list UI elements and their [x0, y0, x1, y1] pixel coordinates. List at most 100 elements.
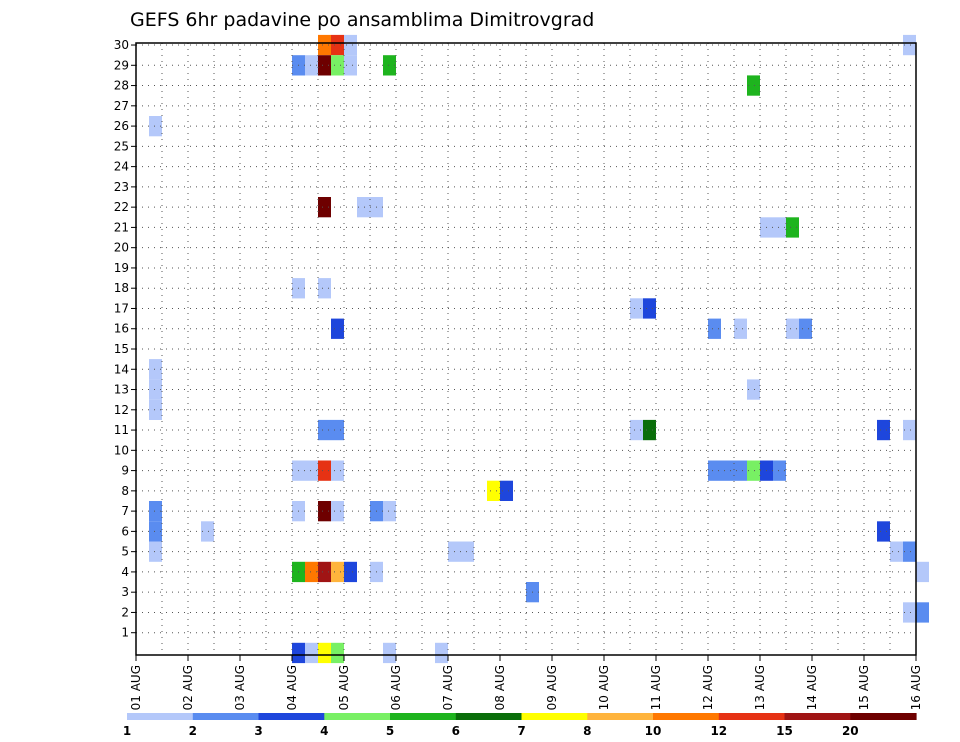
y-tick-label: 5 [121, 545, 129, 559]
cell-26 [799, 318, 812, 339]
cell-6 [331, 55, 344, 76]
y-tick-label: 2 [121, 605, 129, 619]
y-tick-label: 11 [114, 423, 129, 437]
cell-5 [318, 55, 331, 76]
legend-label: 20 [842, 724, 859, 738]
y-tick-label: 18 [114, 281, 129, 295]
cell-29 [149, 399, 162, 420]
legend-swatch [653, 713, 720, 720]
y-tick-label: 16 [114, 322, 129, 336]
cell-25 [786, 318, 799, 339]
x-tick-label: 05 AUG [337, 665, 351, 710]
cell-77 [383, 642, 396, 664]
cell-78 [435, 642, 448, 664]
y-tick-label: 29 [114, 58, 129, 72]
y-tick-label: 27 [114, 99, 129, 113]
legend-label: 2 [189, 724, 197, 738]
cell-65 [318, 561, 331, 583]
cell-40 [331, 460, 344, 481]
y-tick-label: 10 [114, 443, 129, 457]
cell-38 [305, 460, 318, 481]
y-tick-label: 25 [114, 139, 129, 153]
cell-57 [201, 521, 214, 542]
cell-48 [500, 480, 513, 501]
legend-label: 12 [710, 724, 727, 738]
y-tick-label: 8 [121, 484, 129, 498]
y-tick-label: 4 [121, 565, 129, 579]
cell-34 [643, 419, 656, 441]
cell-2 [344, 34, 357, 56]
y-tick-label: 20 [114, 241, 129, 255]
cell-20 [630, 298, 643, 319]
cell-47 [487, 480, 500, 501]
legend-label: 5 [386, 724, 394, 738]
cell-54 [331, 501, 344, 522]
cell-64 [305, 561, 318, 583]
x-tick-label: 13 AUG [753, 665, 767, 710]
x-tick-label: 01 AUG [129, 665, 143, 710]
cell-11 [149, 116, 162, 137]
cell-60 [461, 541, 474, 562]
cell-21 [643, 298, 656, 319]
y-tick-label: 24 [114, 160, 129, 174]
cell-42 [721, 460, 734, 481]
x-tick-label: 11 AUG [649, 665, 663, 710]
cell-43 [734, 460, 747, 481]
y-tick-label: 22 [114, 200, 129, 214]
cell-44 [747, 460, 760, 481]
cell-56 [383, 501, 396, 522]
y-tick-label: 30 [114, 38, 129, 52]
cell-51 [149, 541, 162, 562]
x-tick-label: 04 AUG [285, 665, 299, 710]
y-tick-label: 7 [121, 504, 129, 518]
cell-30 [747, 379, 760, 400]
cell-19 [318, 278, 331, 299]
legend-label: 4 [320, 724, 328, 738]
legend-label: 8 [583, 724, 591, 738]
cell-76 [331, 642, 344, 664]
cell-46 [773, 460, 786, 481]
x-axis: 01 AUG 02 AUG 03 AUG 04 AUG 05 AUG 06 AUG 07 A… [129, 655, 923, 710]
x-tick-label: 07 AUG [441, 665, 455, 710]
x-tick-label: 08 AUG [493, 665, 507, 710]
y-tick-label: 3 [121, 585, 129, 599]
x-tick-label: 09 AUG [545, 665, 559, 710]
legend-label: 1 [123, 724, 131, 738]
cell-33 [630, 419, 643, 441]
cell-9 [903, 34, 916, 56]
y-tick-label: 1 [121, 626, 129, 640]
legend-swatch [784, 713, 851, 720]
y-tick-label: 9 [121, 464, 129, 478]
cell-4 [305, 55, 318, 76]
legend-swatch [718, 713, 786, 720]
legend-swatch [390, 713, 457, 720]
cell-67 [344, 561, 357, 583]
cell-12 [318, 197, 331, 218]
legend-swatch [127, 713, 194, 720]
cell-53 [318, 501, 331, 522]
cell-17 [786, 217, 799, 238]
y-tick-label: 26 [114, 119, 129, 133]
cell-31 [318, 419, 331, 441]
cell-7 [344, 55, 357, 76]
legend: 1 2 3 4 5 6 7 8 10 12 15 20 [123, 713, 917, 738]
x-tick-label: 03 AUG [233, 665, 247, 710]
cell-66 [331, 561, 344, 583]
cell-49 [149, 501, 162, 522]
y-tick-label: 21 [114, 220, 129, 234]
cell-1 [331, 34, 344, 56]
x-tick-label: 10 AUG [597, 665, 611, 710]
cell-13 [357, 197, 370, 218]
y-tick-label: 28 [114, 79, 129, 93]
y-tick-label: 15 [114, 342, 129, 356]
x-tick-label: 16 AUG [909, 665, 923, 710]
chart-title: GEFS 6hr padavine po ansamblima Dimitrov… [130, 9, 594, 31]
y-tick-label: 6 [121, 524, 129, 538]
cell-28 [149, 379, 162, 400]
legend-label: 6 [452, 724, 460, 738]
cell-74 [305, 642, 318, 664]
cell-69 [916, 561, 929, 583]
data-cells [149, 34, 929, 664]
legend-swatch [455, 713, 523, 720]
legend-swatch [258, 713, 325, 720]
